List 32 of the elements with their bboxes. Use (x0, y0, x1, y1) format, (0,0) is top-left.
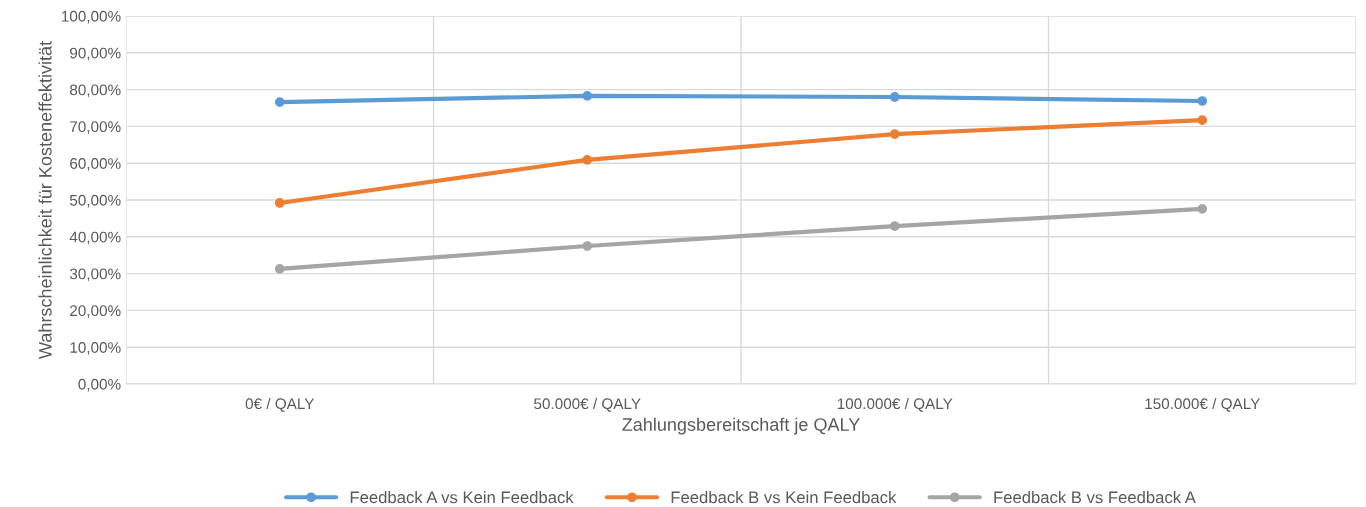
point (1197, 115, 1208, 126)
y-tick-label: 0,00% (78, 378, 121, 392)
y-tick-label: 40,00% (69, 231, 121, 245)
point (889, 221, 900, 231)
x-tick-label: 0€ / QALY (245, 397, 315, 412)
point (274, 198, 285, 208)
legend-label: Feedback B vs Feedback A (994, 491, 1196, 504)
y-tick-label: 100,00% (61, 10, 121, 24)
legend-label: Feedback A vs Kein Feedback (350, 491, 574, 504)
y-tick-label: 20,00% (70, 305, 121, 318)
y-tick-label: 30,00% (69, 268, 121, 282)
x-tick-label: 150.000€ / QALY (1145, 397, 1260, 412)
point (274, 263, 285, 274)
point (889, 129, 900, 139)
x-axis-title: Zahlungsbereitschaft je QALY (622, 417, 860, 435)
point (582, 155, 593, 165)
x-tick-label: 50.000€ / QALY (534, 397, 641, 412)
point (889, 92, 900, 102)
point (1197, 96, 1208, 106)
point (582, 241, 593, 251)
y-tick-label: 90,00% (70, 47, 121, 61)
point (582, 90, 593, 101)
legend-label: Feedback B vs Kein Feedback (671, 491, 897, 504)
y-tick-label: 10,00% (70, 342, 121, 355)
y-tick-label: 80,00% (69, 84, 121, 98)
point (274, 97, 285, 107)
y-axis-title: Wahrscheinlichkeit für Kosteneffektivität (38, 41, 52, 359)
y-tick-label: 70,00% (70, 121, 121, 134)
y-tick-label: 50,00% (69, 194, 121, 208)
x-tick-label: 100.000€ / QALY (837, 397, 953, 412)
y-tick-label: 60,00% (70, 158, 121, 171)
point (1197, 203, 1208, 214)
